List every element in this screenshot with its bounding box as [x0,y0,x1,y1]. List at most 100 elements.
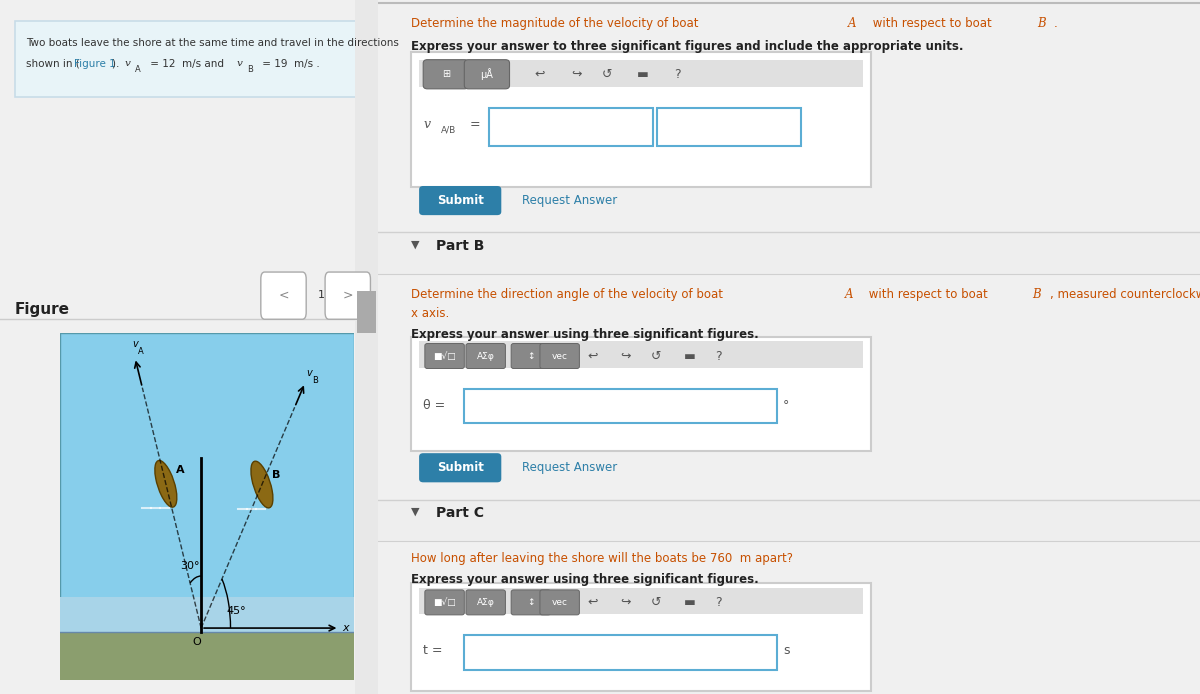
Text: Express your answer to three significant figures and include the appropriate uni: Express your answer to three significant… [410,40,964,53]
Bar [419,588,863,614]
Bar [358,291,376,333]
Text: ).: ). [112,59,125,69]
Text: Determine the direction angle of the velocity of boat: Determine the direction angle of the vel… [410,288,727,301]
Text: Figure 1: Figure 1 [73,59,115,69]
FancyBboxPatch shape [325,272,371,319]
Text: ▼: ▼ [410,507,419,516]
Text: ↪: ↪ [620,350,631,362]
Bar [60,632,354,680]
Text: μÅ: μÅ [480,68,493,81]
FancyBboxPatch shape [410,52,871,187]
FancyBboxPatch shape [466,590,505,615]
Text: ↩: ↩ [588,596,598,609]
Text: Express your answer using three significant figures.: Express your answer using three signific… [410,573,758,586]
Text: A: A [176,466,185,475]
Text: 45°: 45° [226,606,246,616]
FancyBboxPatch shape [419,186,502,215]
Text: B: B [247,65,253,74]
Text: .: . [1054,17,1057,31]
Text: Figure: Figure [16,302,70,317]
Text: x: x [342,623,348,633]
FancyBboxPatch shape [464,635,776,670]
Text: ↪: ↪ [571,68,582,81]
Bar [60,333,354,611]
Text: Part C: Part C [436,506,484,520]
Ellipse shape [155,460,176,507]
Text: , measured counterclockwise from the positive: , measured counterclockwise from the pos… [1050,288,1200,301]
Text: Request Answer: Request Answer [522,194,617,207]
Text: Request Answer: Request Answer [522,462,617,474]
Text: Submit: Submit [437,194,484,207]
Text: ▼: ▼ [410,240,419,250]
Text: with respect to boat: with respect to boat [869,17,995,31]
Text: v: v [424,119,431,131]
FancyBboxPatch shape [419,453,502,482]
Text: A/B: A/B [440,126,456,135]
Text: <: < [278,289,289,301]
Text: How long after leaving the shore will the boats be 760  m apart?: How long after leaving the shore will th… [410,552,793,565]
FancyBboxPatch shape [425,590,464,615]
Text: t =: t = [424,645,443,657]
Bar [60,597,354,632]
FancyBboxPatch shape [511,344,551,369]
Text: v: v [132,339,138,349]
FancyBboxPatch shape [464,60,510,89]
Text: ⊞: ⊞ [442,69,450,79]
FancyBboxPatch shape [540,590,580,615]
Text: ?: ? [715,350,721,362]
Text: =: = [470,119,481,131]
Bar [378,500,1200,541]
Text: x axis.: x axis. [410,307,449,320]
Text: ?: ? [715,596,721,609]
FancyBboxPatch shape [466,344,505,369]
FancyBboxPatch shape [488,108,653,146]
Text: 1 of 1: 1 of 1 [318,290,349,300]
Text: O: O [192,637,202,647]
Text: Submit: Submit [437,462,484,474]
Text: ■√□: ■√□ [433,598,456,607]
Text: = 12  m/s and: = 12 m/s and [148,59,228,69]
Text: B: B [1032,288,1040,301]
Text: B: B [1037,17,1046,31]
Text: vec: vec [552,352,568,360]
Text: shown in (: shown in ( [26,59,80,69]
Text: ↩: ↩ [534,68,545,81]
FancyBboxPatch shape [410,337,871,451]
Text: ΑΣφ: ΑΣφ [476,598,494,607]
Text: A: A [845,288,853,301]
Text: Part B: Part B [436,239,484,253]
Ellipse shape [251,461,272,508]
Text: >: > [342,289,353,301]
FancyBboxPatch shape [540,344,580,369]
Text: θ =: θ = [424,400,445,412]
Text: Express your answer using three significant figures.: Express your answer using three signific… [410,328,758,341]
Bar [419,341,863,368]
Text: = 19  m/s .: = 19 m/s . [259,59,319,69]
FancyBboxPatch shape [511,590,551,615]
Text: ↩: ↩ [588,350,598,362]
Text: ?: ? [674,68,680,81]
Text: Value: Value [522,120,560,134]
FancyBboxPatch shape [658,108,802,146]
Text: ↪: ↪ [620,596,631,609]
Text: A: A [138,347,144,356]
FancyBboxPatch shape [425,344,464,369]
Text: Two boats leave the shore at the same time and travel in the directions: Two boats leave the shore at the same ti… [26,38,400,48]
Text: s: s [784,645,790,657]
Text: v: v [236,59,242,68]
Text: ↺: ↺ [650,350,661,362]
FancyBboxPatch shape [424,60,468,89]
Text: B: B [312,375,318,384]
Text: ΑΣφ: ΑΣφ [476,352,494,360]
Text: ▬: ▬ [684,350,696,362]
Bar [355,0,378,694]
Text: vec: vec [552,598,568,607]
Text: Units: Units [690,120,726,134]
Bar [378,232,1200,274]
Text: ↺: ↺ [601,68,612,81]
Text: ▬: ▬ [684,596,696,609]
Text: with respect to boat: with respect to boat [865,288,991,301]
Text: A: A [848,17,857,31]
Text: B: B [272,470,281,480]
Text: ↕: ↕ [527,352,535,360]
